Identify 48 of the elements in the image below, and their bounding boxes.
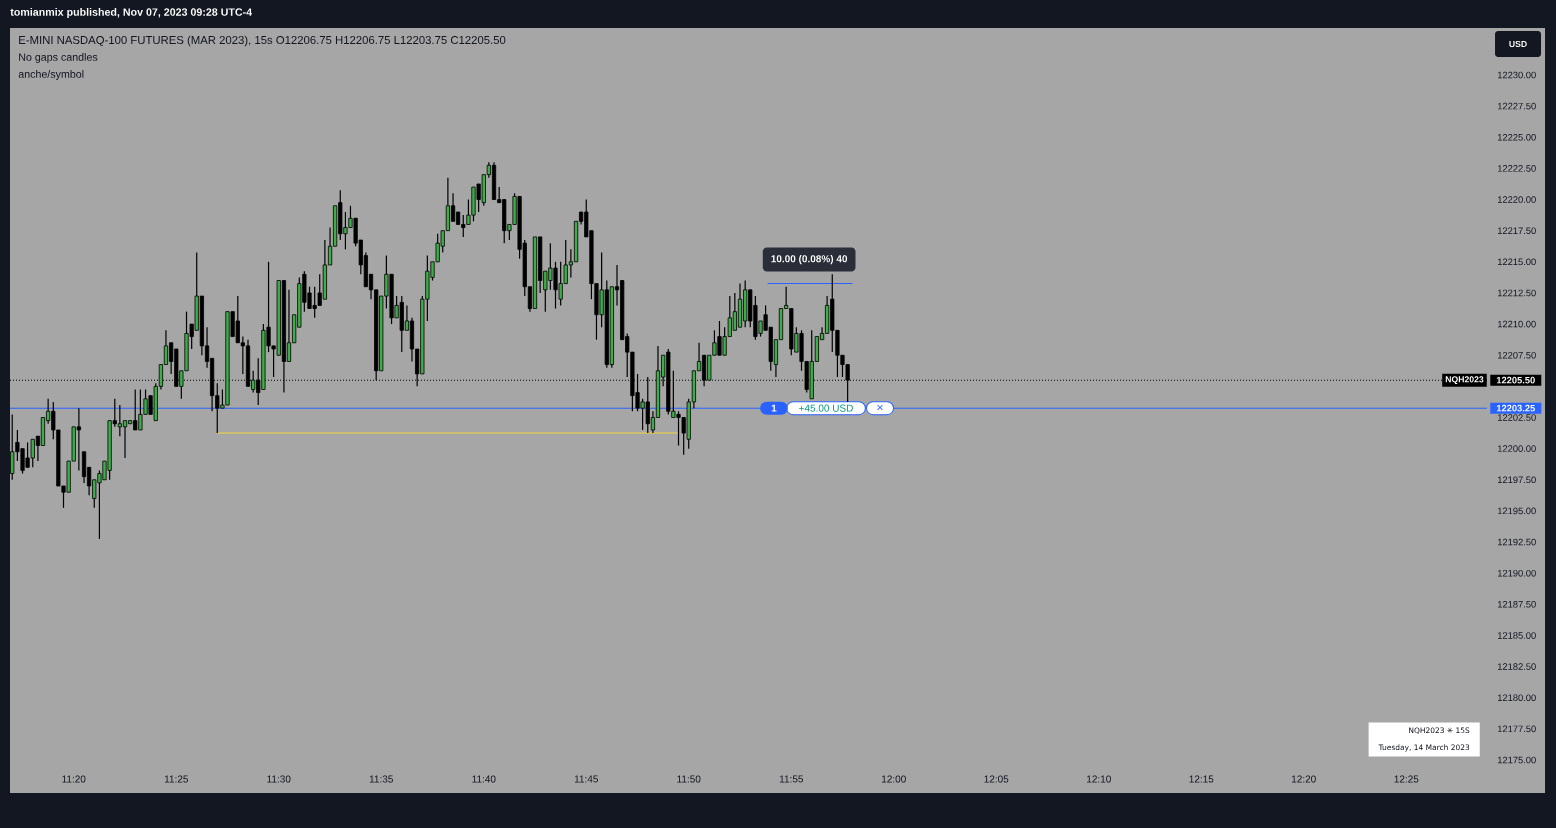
x-tick-label: 11:55 bbox=[779, 775, 804, 783]
y-tick-label: 12222.50 bbox=[1497, 165, 1536, 172]
chart-subtitle: No gaps candles bbox=[19, 53, 98, 63]
y-tick-label: 12192.50 bbox=[1497, 538, 1536, 546]
text: tomianmix published, Nov 07, 2023 09:28 UTC-4 bbox=[10, 8, 253, 18]
annotation: anche/symbol bbox=[18, 70, 84, 80]
x-tick-label: 11:45 bbox=[574, 775, 598, 783]
annotation: +45.00 USD bbox=[799, 404, 853, 412]
annotation: 10.00 (0.08%) 40 bbox=[771, 254, 848, 265]
x-tick-label: 12:10 bbox=[1087, 775, 1111, 783]
y-tick-label: 12182.50 bbox=[1497, 663, 1536, 670]
y-tick-label: 12217.50 bbox=[1497, 227, 1536, 234]
y-tick-label: 12225.00 bbox=[1497, 133, 1536, 141]
y-axis-title: USD bbox=[1509, 40, 1527, 48]
x-tick-label: 12:20 bbox=[1291, 775, 1316, 783]
y-tick-label: 12227.50 bbox=[1497, 102, 1536, 110]
x-tick-label: 12:15 bbox=[1189, 775, 1214, 783]
y-tick-label: 12230.00 bbox=[1497, 71, 1536, 79]
annotation: × bbox=[877, 404, 883, 411]
y-tick-label: 12175.00 bbox=[1497, 756, 1536, 764]
x-tick-label: 11:30 bbox=[267, 775, 291, 783]
y-tick-label: 12215.00 bbox=[1497, 258, 1536, 266]
y-tick-label: 12190.00 bbox=[1497, 569, 1536, 577]
y-tick-label: 12187.50 bbox=[1497, 601, 1536, 608]
x-tick-label: 11:35 bbox=[369, 775, 393, 783]
ref-line-label: 12203.25 bbox=[1496, 404, 1535, 412]
y-tick-label: 12177.50 bbox=[1497, 725, 1536, 733]
annotation: 1 bbox=[771, 404, 777, 412]
y-tick-label: 12195.00 bbox=[1497, 507, 1536, 515]
x-tick-label: 12:05 bbox=[984, 775, 1009, 783]
y-tick-label: 12197.50 bbox=[1497, 476, 1536, 484]
x-tick-label: 12:00 bbox=[882, 775, 906, 783]
y-tick-label: 12180.00 bbox=[1497, 694, 1536, 702]
x-tick-label: 11:25 bbox=[164, 775, 189, 783]
x-tick-label: 12:25 bbox=[1394, 775, 1419, 783]
x-tick-label: 11:20 bbox=[62, 775, 86, 783]
x-tick-label: 11:50 bbox=[677, 775, 701, 783]
x-tick-label: 11:40 bbox=[472, 775, 496, 783]
y-tick-label: 12210.00 bbox=[1497, 320, 1536, 328]
ref-line-label: 12205.50 bbox=[1496, 376, 1535, 384]
y-tick-label: 12220.00 bbox=[1497, 196, 1536, 203]
annotation: NQH2023 bbox=[1445, 376, 1484, 384]
chart-title: E-MINI NASDAQ-100 FUTURES (MAR 2023), 15s O12206.75 H12206.75 L12203.75 C12205.50 bbox=[19, 35, 506, 47]
y-tick-label: 12212.50 bbox=[1497, 289, 1536, 297]
y-tick-label: 12200.00 bbox=[1497, 445, 1536, 452]
y-tick-label: 12185.00 bbox=[1497, 632, 1536, 639]
y-tick-label: 12207.50 bbox=[1497, 351, 1536, 359]
y-tick-label: 12202.50 bbox=[1497, 414, 1536, 421]
